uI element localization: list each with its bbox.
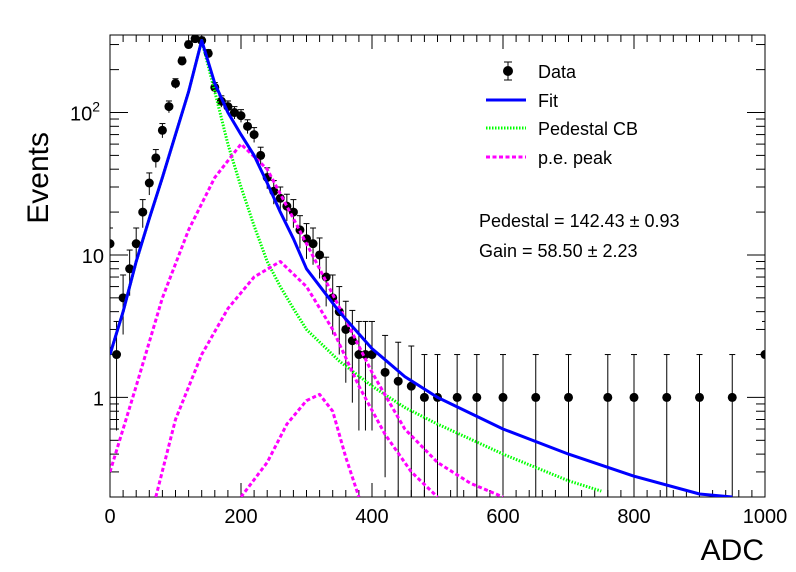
data-point [184,40,194,50]
y-tick-label: 1 [93,388,104,410]
x-tick-labels: 0 200 400 600 800 1000 [104,506,787,528]
data-point [236,111,246,121]
legend-label-pedestal-cb: Pedestal CB [538,119,638,139]
data-point [249,130,259,140]
legend-label-data: Data [538,62,577,82]
legend-label-pe-peak: p.e. peak [538,148,613,168]
y-axis-label: Events [22,132,55,224]
y-tick-labels: 1 10 102 [70,99,104,411]
legend-item-pe-peak: p.e. peak [486,148,613,168]
data-point [125,264,135,274]
data-point [498,392,508,402]
curve-pe-peak-4 [239,392,361,497]
data-point [419,392,429,402]
gain-annotation: Gain = 58.50 ± 2.23 [479,241,638,261]
data-point [452,392,462,402]
legend-item-pedestal-cb: Pedestal CB [486,119,638,139]
x-tick-label: 600 [486,506,519,528]
curve-fit [110,39,733,497]
data-point [603,392,613,402]
curve-p-e-peak [110,142,504,497]
data-point [393,376,403,386]
data-point [531,392,541,402]
data-point [164,102,174,112]
curve-layer [110,39,733,497]
data-point [354,350,364,360]
legend-marker-data [503,66,513,76]
x-tick-label: 1000 [743,506,788,528]
x-tick-label: 200 [224,506,257,528]
data-point [110,239,115,249]
data-point [112,350,122,360]
data-point [256,150,266,160]
curve-pedestal-cb [110,39,602,493]
data-point [308,239,318,249]
data-point [629,392,639,402]
axis-ticks [109,35,766,498]
y-tick-label: 10 [82,246,104,268]
x-tick-label: 400 [355,506,388,528]
legend: Data Fit Pedestal CB p.e. peak [486,61,638,168]
data-layer [110,35,765,497]
curve-pe-peak-3 [154,260,439,497]
data-point [472,392,482,402]
data-point [662,392,672,402]
data-point [177,56,187,66]
x-tick-label: 0 [104,506,115,528]
data-point [760,350,765,360]
data-point [138,207,148,217]
data-point [131,239,141,249]
data-point [151,153,161,163]
data-point [695,392,704,402]
data-point [157,125,167,135]
data-point [171,78,180,88]
data-point [380,367,390,377]
data-point [144,178,154,188]
x-tick-label: 800 [617,506,650,528]
data-point [727,392,737,402]
data-point [243,121,253,131]
data-point [564,392,573,402]
legend-item-fit: Fit [486,91,558,111]
legend-label-fit: Fit [538,91,558,111]
y-tick-label: 102 [70,99,100,126]
data-point [315,250,325,260]
x-axis-label: ADC [701,534,764,567]
legend-item-data: Data [503,61,577,82]
pedestal-annotation: Pedestal = 142.43 ± 0.93 [479,211,680,231]
